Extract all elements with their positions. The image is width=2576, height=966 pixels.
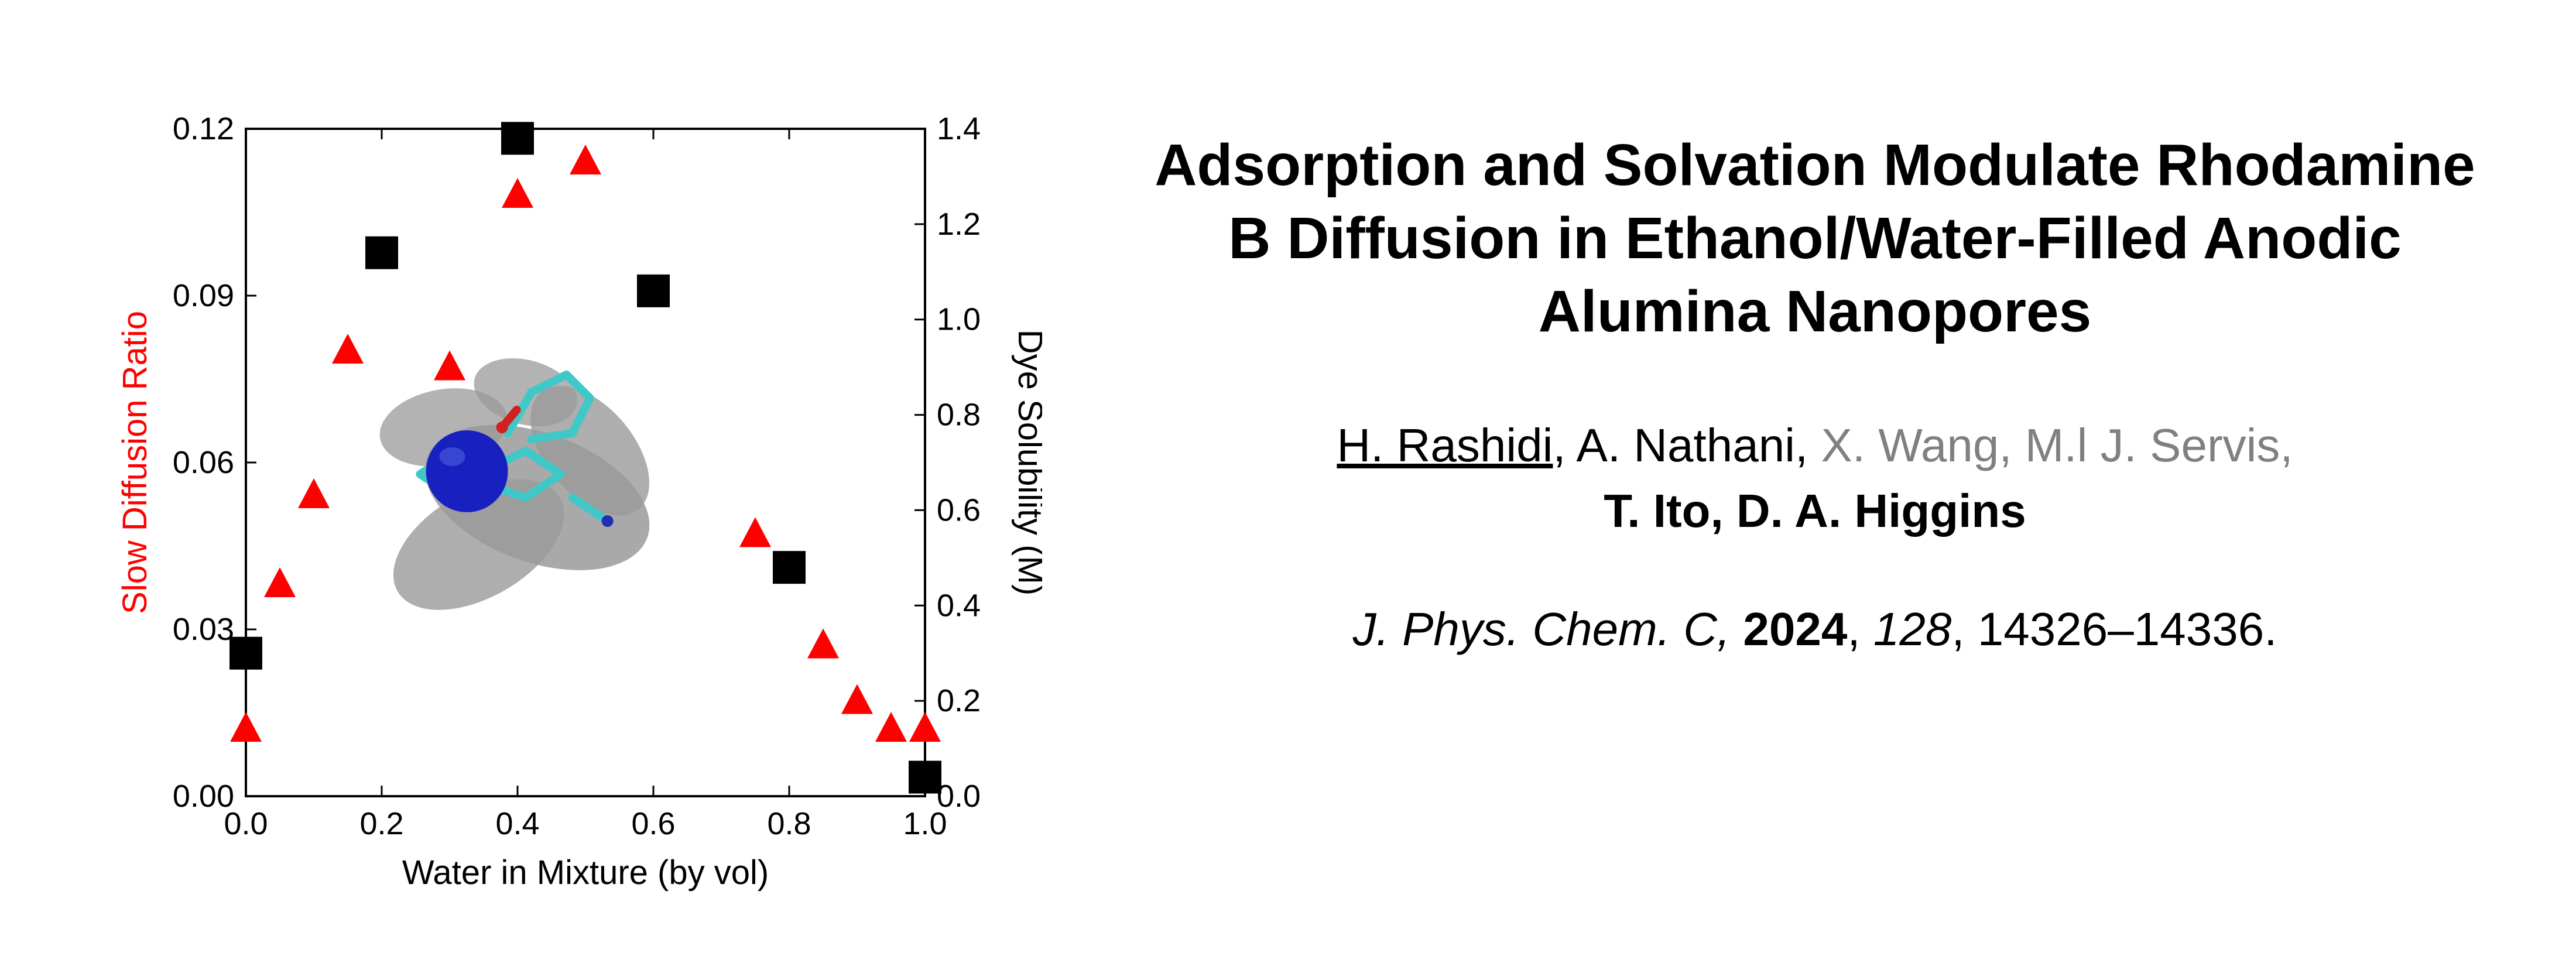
- author-fragment: D. A. Higgins: [1736, 485, 2026, 537]
- author-fragment: T. Ito: [1604, 485, 1710, 537]
- author-fragment: ,: [1999, 419, 2025, 471]
- author-fragment: ,: [1553, 419, 1576, 471]
- citation-pages: 14326–14336.: [1978, 603, 2277, 655]
- svg-text:0.4: 0.4: [495, 806, 539, 841]
- chart-container: 0.0 0.2 0.4 0.6 0.8 1.0 Water in Mixture (by v…: [117, 105, 1042, 913]
- svg-text:0.06: 0.06: [173, 445, 234, 480]
- author-fragment: A. Nathani: [1576, 419, 1795, 471]
- svg-text:0.4: 0.4: [937, 588, 981, 623]
- molecule-inset: [371, 348, 673, 637]
- svg-text:0.2: 0.2: [937, 683, 981, 718]
- author-fragment: ,: [2280, 419, 2293, 471]
- dual-axis-scatter-chart: 0.0 0.2 0.4 0.6 0.8 1.0 Water in Mixture (by v…: [117, 105, 1042, 913]
- svg-text:1.4: 1.4: [937, 111, 981, 146]
- citation-journal: J. Phys. Chem. C,: [1353, 603, 1731, 655]
- author-fragment: ,: [1710, 485, 1736, 537]
- svg-text:0.6: 0.6: [937, 492, 981, 527]
- citation-volume: 128: [1873, 603, 1951, 655]
- author-fragment: X. Wang: [1821, 419, 1999, 471]
- svg-text:Water in Mixture (by vol): Water in Mixture (by vol): [402, 854, 769, 892]
- svg-text:Slow Diffusion Ratio: Slow Diffusion Ratio: [117, 311, 154, 614]
- svg-text:0.12: 0.12: [173, 111, 234, 146]
- citation-year: 2024: [1743, 603, 1847, 655]
- authors-list: H. Rashidi, A. Nathani, X. Wang, M.l J. …: [1142, 413, 2488, 544]
- svg-text:1.0: 1.0: [937, 302, 981, 337]
- paper-title: Adsorption and Solvation Modulate Rhodam…: [1142, 129, 2488, 348]
- citation: J. Phys. Chem. C, 2024, 128, 14326–14336…: [1142, 602, 2488, 656]
- paper-info: Adsorption and Solvation Modulate Rhodam…: [1142, 129, 2488, 656]
- svg-text:0.03: 0.03: [173, 612, 234, 647]
- svg-text:0.00: 0.00: [173, 779, 234, 814]
- svg-text:Dye Solubility (M): Dye Solubility (M): [1011, 330, 1042, 595]
- svg-text:1.2: 1.2: [937, 207, 981, 242]
- svg-text:0.8: 0.8: [767, 806, 811, 841]
- svg-text:0.09: 0.09: [173, 278, 234, 313]
- svg-text:0.0: 0.0: [937, 779, 981, 814]
- author-fragment: H. Rashidi: [1337, 419, 1553, 471]
- svg-text:0.6: 0.6: [631, 806, 675, 841]
- author-fragment: M.l J. Servis: [2025, 419, 2280, 471]
- svg-text:0.2: 0.2: [359, 806, 403, 841]
- author-fragment: ,: [1795, 419, 1821, 471]
- svg-text:0.8: 0.8: [937, 398, 981, 433]
